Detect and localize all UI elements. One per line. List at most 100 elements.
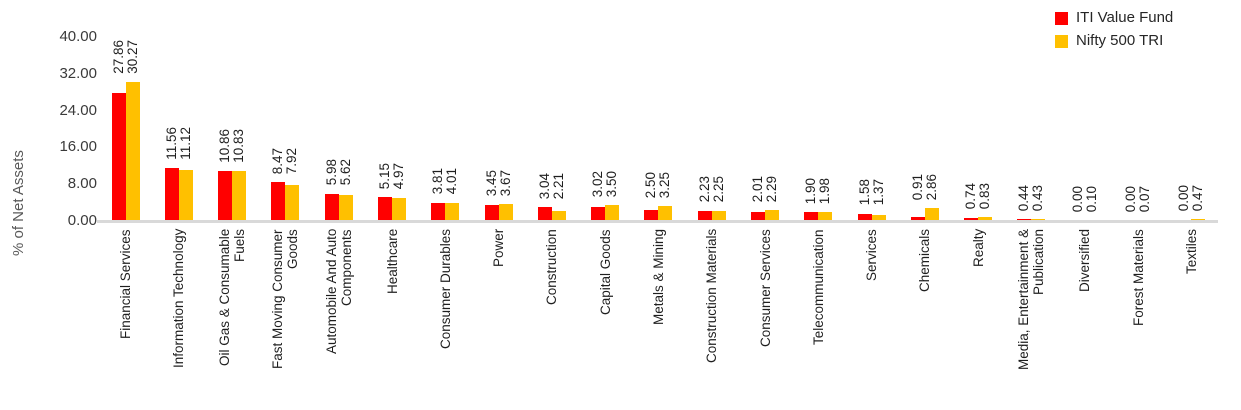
category-label: Power — [491, 229, 507, 268]
category-slot: 27.86 30.27 Financial Services — [99, 0, 152, 410]
x-axis-line — [97, 220, 1218, 223]
category-slot: 10.86 10.83 Oil Gas & Consumable Fuels — [206, 0, 259, 410]
bar-nifty-500-tri — [924, 207, 939, 221]
value-label-pair: 3.02 3.50 — [579, 171, 632, 197]
bar-iti-value-fund — [218, 171, 233, 221]
category-label: Construction Materials — [704, 229, 720, 364]
category-label-wrap: Fast Moving Consumer Goods — [259, 229, 312, 410]
category-label: Chemicals — [917, 229, 933, 293]
value-label-pair: 0.00 0.07 — [1111, 186, 1164, 212]
bar-group — [419, 202, 472, 221]
bar-nifty-500-tri — [871, 214, 886, 221]
category-label: Capital Goods — [597, 229, 613, 315]
y-axis-title: % of Net Assets — [10, 150, 27, 256]
category-label-wrap: Automobile And Auto Components — [312, 229, 365, 410]
legend-swatch-nifty-500-tri — [1055, 34, 1068, 48]
category-label: Information Technology — [171, 229, 187, 369]
value-label-iti-value-fund: 3.45 — [483, 169, 499, 197]
bar-nifty-500-tri — [658, 206, 673, 221]
category-label: Services — [864, 229, 880, 281]
value-label-nifty-500-tri: 3.25 — [657, 171, 673, 199]
bar-group — [259, 182, 312, 221]
category-label: Textiles — [1183, 229, 1199, 275]
category-slot: 1.58 1.37 Services — [845, 0, 898, 410]
y-axis-tick-label: 0.00 — [67, 212, 97, 229]
value-label-nifty-500-tri: 0.47 — [1190, 184, 1206, 211]
bar-iti-value-fund — [591, 207, 606, 221]
category-label-wrap: Chemicals — [898, 229, 951, 410]
bar-iti-value-fund — [111, 92, 126, 221]
legend-item-nifty-500-tri: Nifty 500 TRI — [1055, 33, 1173, 49]
bar-nifty-500-tri — [498, 204, 513, 221]
value-label-pair: 2.23 2.25 — [685, 176, 738, 202]
category-label: Diversified — [1077, 229, 1093, 293]
legend-item-iti-value-fund: ITI Value Fund — [1055, 10, 1173, 26]
value-label-nifty-500-tri: 2.86 — [923, 173, 939, 200]
value-label-nifty-500-tri: 0.83 — [977, 182, 993, 210]
value-label-nifty-500-tri: 1.98 — [817, 177, 833, 204]
bar-nifty-500-tri — [445, 202, 460, 221]
category-slot: 0.00 0.07 Forest Materials — [1111, 0, 1164, 410]
category-label-wrap: Construction — [525, 229, 578, 410]
category-label-wrap: Metals & Mining — [632, 229, 685, 410]
y-axis-tick-label: 40.00 — [59, 28, 97, 45]
value-label-pair: 2.01 2.29 — [738, 176, 791, 202]
legend-label: Nifty 500 TRI — [1076, 32, 1164, 49]
bar-group — [152, 167, 205, 221]
value-label-pair: 2.50 3.25 — [632, 172, 685, 198]
category-label-wrap: Power — [472, 229, 525, 410]
bar-group — [99, 81, 152, 221]
value-label-nifty-500-tri: 30.27 — [124, 39, 140, 74]
bar-nifty-500-tri — [605, 204, 620, 221]
value-label-pair: 3.45 3.67 — [472, 170, 525, 196]
bar-group — [792, 211, 845, 221]
bar-nifty-500-tri — [1191, 218, 1206, 221]
value-label-pair: 5.15 4.97 — [365, 163, 418, 189]
category-slot: 0.91 2.86 Chemicals — [898, 0, 951, 410]
category-slot: 3.81 4.01 Consumer Durables — [419, 0, 472, 410]
category-label-wrap: Telecommunication — [792, 229, 845, 410]
value-label-nifty-500-tri: 2.21 — [550, 172, 566, 200]
value-label-iti-value-fund: 5.15 — [377, 163, 393, 190]
value-label-nifty-500-tri: 0.43 — [1030, 184, 1046, 211]
value-label-pair: 0.91 2.86 — [898, 174, 951, 200]
category-label: Healthcare — [384, 229, 400, 295]
category-label-wrap: Media, Entertainment & Publication — [1005, 229, 1058, 410]
category-label-wrap: Oil Gas & Consumable Fuels — [206, 229, 259, 410]
category-slot: 0.00 0.47 Textiles — [1165, 0, 1218, 410]
bar-group — [952, 217, 1005, 221]
bar-group — [579, 204, 632, 221]
bar-group — [312, 193, 365, 221]
bar-iti-value-fund — [1017, 218, 1032, 221]
bar-group — [365, 197, 418, 221]
category-label-wrap: Realty — [952, 229, 1005, 410]
bar-group — [206, 171, 259, 221]
value-label-pair: 10.86 10.83 — [206, 129, 259, 163]
bar-nifty-500-tri — [765, 210, 780, 221]
bar-nifty-500-tri — [232, 171, 247, 221]
category-slot: 2.50 3.25 Metals & Mining — [632, 0, 685, 410]
value-label-nifty-500-tri: 2.29 — [764, 176, 780, 203]
value-label-pair: 1.90 1.98 — [792, 178, 845, 204]
value-label-pair: 8.47 7.92 — [259, 148, 312, 174]
bar-nifty-500-tri — [711, 210, 726, 221]
bar-nifty-500-tri — [551, 210, 566, 221]
value-label-pair: 0.00 0.10 — [1058, 186, 1111, 212]
bar-nifty-500-tri — [178, 169, 193, 221]
category-label-wrap: Healthcare — [365, 229, 418, 410]
value-label-pair: 27.86 30.27 — [99, 40, 152, 74]
value-label-nifty-500-tri: 11.12 — [177, 127, 193, 160]
value-label-nifty-500-tri: 4.01 — [444, 168, 460, 195]
bar-group — [845, 213, 898, 221]
category-label: Automobile And Auto Components — [323, 229, 354, 355]
category-label-wrap: Diversified — [1058, 229, 1111, 410]
category-label: Financial Services — [118, 229, 134, 339]
value-label-pair: 5.98 5.62 — [312, 159, 365, 185]
value-label-pair: 0.44 0.43 — [1005, 185, 1058, 211]
bar-group — [525, 207, 578, 221]
bar-nifty-500-tri — [392, 198, 407, 221]
category-label-wrap: Services — [845, 229, 898, 410]
bar-iti-value-fund — [910, 216, 925, 221]
category-slot: 2.23 2.25 Construction Materials — [685, 0, 738, 410]
